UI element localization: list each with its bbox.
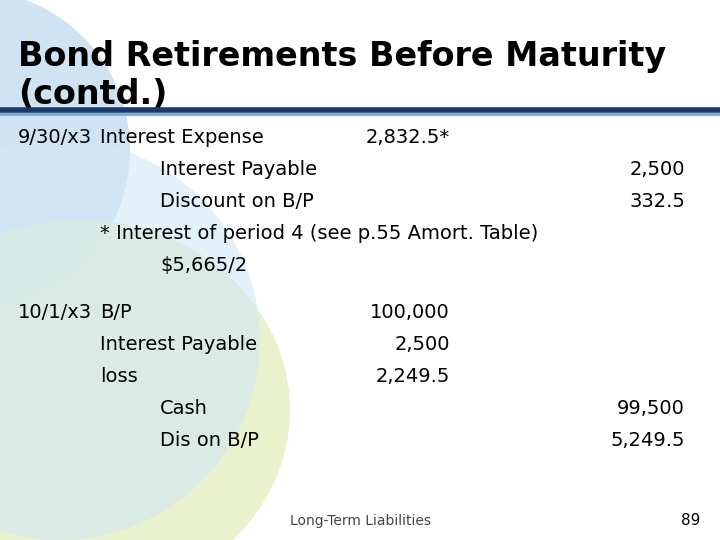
Text: Long-Term Liabilities: Long-Term Liabilities [289, 514, 431, 528]
Text: * Interest of period 4 (see p.55 Amort. Table): * Interest of period 4 (see p.55 Amort. … [100, 224, 539, 243]
Text: Dis on B/P: Dis on B/P [160, 431, 259, 450]
Text: 332.5: 332.5 [629, 192, 685, 211]
Text: (contd.): (contd.) [18, 78, 167, 111]
Text: Interest Payable: Interest Payable [160, 160, 317, 179]
Text: 2,249.5: 2,249.5 [376, 367, 450, 386]
Text: Interest Payable: Interest Payable [100, 335, 257, 354]
Text: 99,500: 99,500 [617, 399, 685, 418]
Text: 2,832.5*: 2,832.5* [366, 128, 450, 147]
Text: loss: loss [100, 367, 138, 386]
Circle shape [0, 140, 260, 540]
Text: 2,500: 2,500 [629, 160, 685, 179]
Text: 9/30/x3: 9/30/x3 [18, 128, 92, 147]
Text: 2,500: 2,500 [395, 335, 450, 354]
Text: 100,000: 100,000 [370, 303, 450, 322]
Text: Discount on B/P: Discount on B/P [160, 192, 314, 211]
Ellipse shape [0, 220, 290, 540]
Text: B/P: B/P [100, 303, 132, 322]
Text: Bond Retirements Before Maturity: Bond Retirements Before Maturity [18, 40, 666, 73]
Text: 5,249.5: 5,249.5 [611, 431, 685, 450]
Text: Interest Expense: Interest Expense [100, 128, 264, 147]
Circle shape [0, 0, 130, 310]
Text: $5,665/2: $5,665/2 [160, 256, 247, 275]
Text: 10/1/x3: 10/1/x3 [18, 303, 92, 322]
Text: 89: 89 [680, 513, 700, 528]
Text: Cash: Cash [160, 399, 208, 418]
